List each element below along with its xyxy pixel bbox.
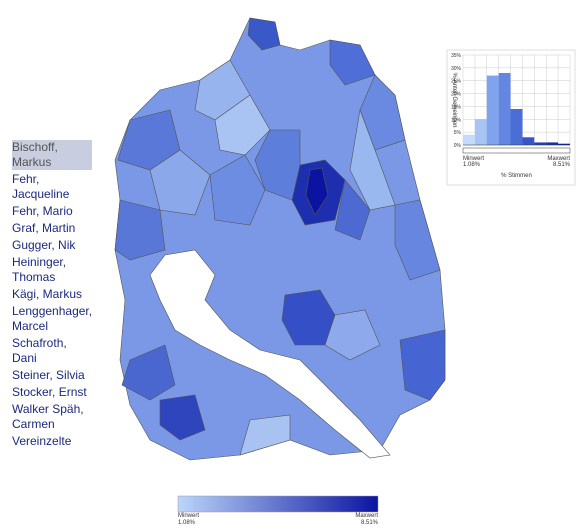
histogram-bar [486, 75, 499, 145]
y-tick-label: 15% [451, 104, 462, 110]
max-value: 8.51% [553, 162, 571, 168]
y-tick-label: 0% [454, 143, 462, 149]
candidate[interactable]: Heininger, Thomas [12, 255, 67, 284]
candidate[interactable]: Gugger, Nik [12, 238, 76, 252]
legend-max-text: Maxwert [355, 513, 378, 519]
color-legend: Minwert 1.08% Maxwert 8.51% [177, 495, 379, 526]
candidate[interactable]: Fehr, Mario [12, 204, 73, 218]
candidate[interactable]: Vereinzelte [12, 434, 72, 448]
histogram-bar [558, 143, 570, 145]
max-text: Maxwert [547, 156, 570, 162]
histogram-bar [474, 119, 487, 145]
legend-min-text: Minwert [178, 513, 199, 519]
x-axis-label: % Stimmen [501, 173, 532, 179]
candidate[interactable]: Lenggenhager, Marcel [12, 304, 93, 333]
candidate[interactable]: Walker Späh, Carmen [12, 402, 84, 431]
min-value: 1.08% [463, 162, 481, 168]
candidate[interactable]: Steiner, Silvia [12, 368, 85, 382]
map [114, 17, 446, 461]
y-tick-label: 30% [451, 66, 462, 72]
y-tick-label: 25% [451, 79, 462, 85]
candidate[interactable]: Fehr, Jacqueline [12, 172, 70, 201]
min-text: Minwert [463, 156, 484, 162]
legend-max-value: 8.51% [361, 520, 379, 526]
legend-min-value: 1.08% [178, 520, 196, 526]
histogram-bar [546, 142, 559, 145]
color-scale [177, 495, 379, 513]
candidate[interactable]: Kägi, Markus [12, 287, 83, 301]
candidate[interactable]: Bischoff, Markus [12, 140, 92, 170]
candidate[interactable]: Schafroth, Dani [12, 336, 67, 365]
y-tick-label: 10% [451, 117, 462, 123]
histogram-bar [522, 137, 535, 145]
histogram: 0% 5% 10% 15% 20% 25% 30% 35% %-Anteil Gemeinden… [446, 49, 576, 186]
histogram-bar [498, 73, 511, 145]
histogram-bar [510, 109, 523, 145]
y-tick-label: 20% [451, 92, 462, 98]
histogram-bar [463, 134, 475, 145]
y-tick-label: 35% [451, 53, 462, 59]
candidate-list: Bischoff, Markus Fehr, Jacqueline Fehr, Ma… [12, 140, 92, 451]
value-strip [462, 147, 571, 154]
candidate[interactable]: Stocker, Ernst [12, 385, 87, 399]
histogram-bar [534, 142, 547, 145]
y-tick-label: 5% [454, 130, 462, 136]
candidate[interactable]: Graf, Martin [12, 221, 76, 235]
y-axis-label: %-Anteil Gemeinden [451, 72, 457, 127]
